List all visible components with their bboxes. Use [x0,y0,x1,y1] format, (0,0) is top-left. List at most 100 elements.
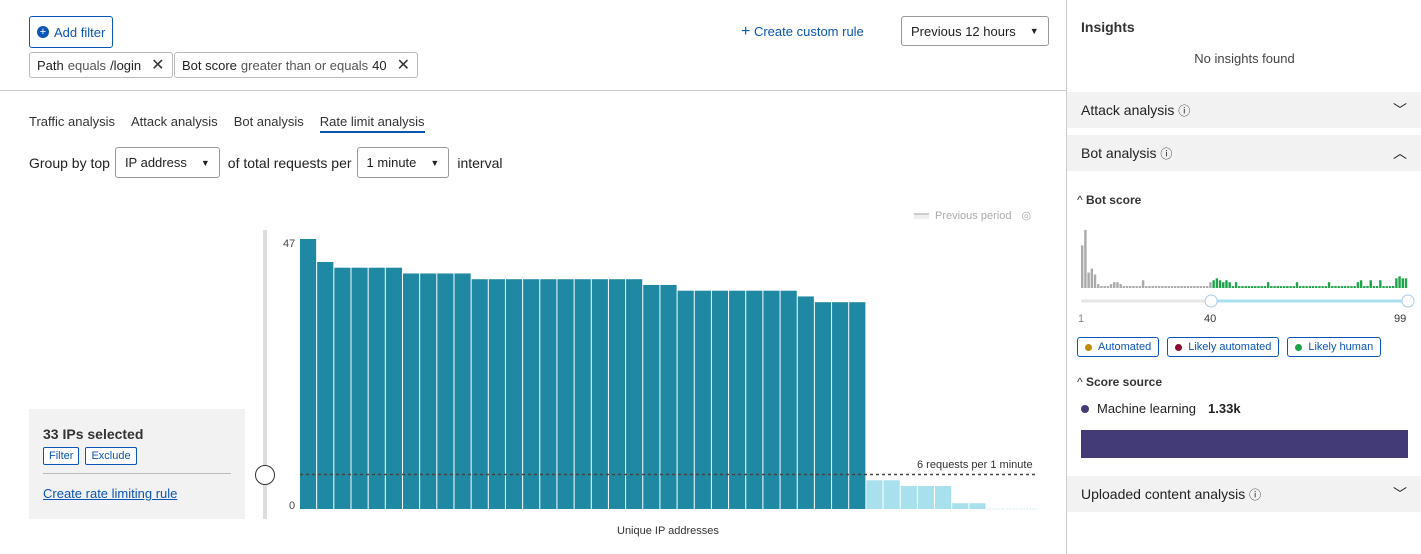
caret-down-icon: ▼ [430,157,440,168]
bar[interactable] [437,273,454,509]
bar[interactable] [866,480,883,509]
histogram-bar [1257,286,1260,288]
bar[interactable] [385,267,402,509]
close-icon[interactable]: ✕ [396,57,410,74]
chevron-up-icon[interactable]: ︿ [1393,145,1407,161]
histogram-bar [1113,282,1116,288]
bar[interactable] [523,279,540,509]
legend-likely-human[interactable]: Likely human [1287,337,1382,357]
bar[interactable] [574,279,591,509]
bar[interactable] [402,273,420,509]
legend-automated[interactable]: Automated [1077,337,1160,357]
range-handle-min[interactable] [1204,294,1218,308]
bar[interactable] [797,296,814,509]
threshold-slider-track[interactable] [263,230,267,519]
bot-score-header[interactable]: ^ Bot score [1077,193,1142,207]
analysis-tabs: Traffic analysis Attack analysis Bot ana… [29,114,425,133]
dot-icon [1081,404,1089,413]
bar[interactable] [814,302,832,509]
bar[interactable] [900,486,917,509]
histogram-bar [1238,286,1241,288]
eye-icon[interactable]: ◎ [1021,210,1032,222]
bot-analysis-section[interactable]: Bot analysis ⓘ ︿ [1067,135,1421,171]
bar[interactable] [557,279,574,509]
histogram-bar [1302,286,1305,288]
bar[interactable] [454,273,471,509]
bar[interactable] [643,284,660,509]
histogram-bar [1157,286,1161,288]
score-source-bar[interactable] [1081,430,1408,458]
bar[interactable] [540,279,557,509]
histogram-bar [1129,286,1132,288]
bar[interactable] [832,302,849,509]
bar[interactable] [935,486,952,509]
bar[interactable] [420,273,437,509]
histogram-bar [1190,286,1193,288]
info-icon[interactable]: ⓘ [1178,103,1191,118]
add-filter-button[interactable]: + Add filter [29,16,114,48]
bar[interactable] [729,290,746,509]
histogram-bar [1340,286,1344,288]
bar[interactable] [677,290,694,509]
bar[interactable] [351,267,368,509]
histogram-bar [1270,286,1273,288]
filter-chip-path[interactable]: Path equals/login ✕ [29,52,173,78]
info-icon[interactable]: ⓘ [1160,146,1173,161]
histogram-bar [1093,274,1097,288]
filter-button[interactable]: Filter [43,447,80,465]
create-custom-rule-link[interactable]: + Create custom rule [741,23,864,40]
bar[interactable] [608,279,626,509]
attack-analysis-section[interactable]: Attack analysis ⓘ ﹀ [1067,92,1421,128]
filter-chip-bot-score[interactable]: Bot score greater than or equals 40 ✕ [174,52,418,78]
threshold-slider-handle[interactable] [255,465,275,485]
histogram-bar [1343,286,1347,288]
tab-attack-analysis[interactable]: Attack analysis [130,114,218,129]
interval-select[interactable]: 1 minute ▼ [356,147,450,178]
bar[interactable] [317,261,334,509]
bar[interactable] [917,486,935,509]
bar[interactable] [969,503,986,509]
histogram-bar [1359,280,1363,288]
score-source-row: Machine learning 1.33k [1081,401,1241,416]
bar[interactable] [471,279,488,509]
create-rate-limiting-rule-link[interactable]: Create rate limiting rule [43,486,178,501]
group-by-field-select[interactable]: IP address ▼ [114,147,220,178]
score-source-header[interactable]: ^ Score source [1077,375,1163,389]
time-range-select[interactable]: Previous 12 hours ▼ [901,16,1049,46]
bar[interactable] [883,480,900,509]
legend-likely-automated[interactable]: Likely automated [1167,337,1280,357]
bar[interactable] [488,279,505,509]
bar[interactable] [334,267,351,509]
previous-period-legend[interactable]: Previous period ◎ [914,209,1031,222]
histogram-bar [1286,286,1289,288]
close-icon[interactable]: ✕ [151,57,165,74]
bar[interactable] [780,290,797,509]
bar[interactable] [763,290,780,509]
tab-rate-limit-analysis[interactable]: Rate limit analysis [319,114,425,133]
bar[interactable] [660,284,677,509]
y-tick-max: 47 [283,238,296,250]
bar[interactable] [591,279,608,509]
tab-traffic-analysis[interactable]: Traffic analysis [29,114,115,129]
info-icon[interactable]: ⓘ [1249,487,1262,502]
exclude-button[interactable]: Exclude [85,447,137,465]
bar[interactable] [952,503,969,509]
range-handle-max[interactable] [1401,294,1415,308]
histogram-bar [1369,280,1372,288]
bar[interactable] [505,279,523,509]
bar[interactable] [746,290,763,509]
histogram-bar [1225,280,1228,288]
bar[interactable] [300,239,317,509]
bar[interactable] [694,290,711,509]
bar[interactable] [849,302,866,509]
bar[interactable] [626,279,643,509]
histogram-bar [1132,286,1135,288]
chevron-down-icon[interactable]: ﹀ [1393,486,1407,502]
tab-bot-analysis[interactable]: Bot analysis [233,114,304,129]
chevron-down-icon[interactable]: ﹀ [1393,102,1407,118]
filter-bar: + Add filter Path equals/login ✕ Bot scor… [0,0,1066,91]
bar[interactable] [368,267,385,509]
bar[interactable] [711,290,729,509]
uploaded-content-section[interactable]: Uploaded content analysis ⓘ ﹀ [1067,476,1421,512]
histogram-bar [1122,286,1126,288]
